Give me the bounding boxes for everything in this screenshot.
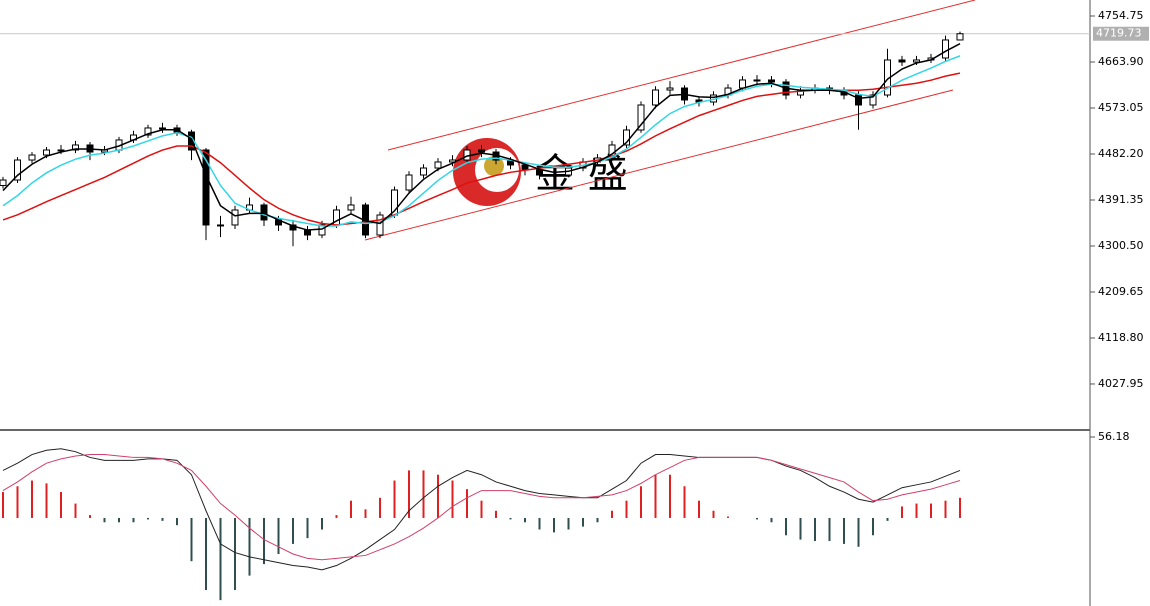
candle-body [623,129,630,146]
candle-body [231,209,239,226]
candle-body [376,214,384,236]
last-price-box [1093,26,1149,41]
y-tick-label: 4300.50 [1098,239,1144,252]
candle-body [43,149,50,156]
candle-body [347,204,355,211]
candle-body [318,224,326,236]
candle-body [855,94,862,106]
macd-panel: 56.18 [2,430,1130,601]
moving-average [2,43,961,231]
candle-body [913,59,920,63]
candle-body [637,104,645,131]
candle-body [666,87,674,91]
candle-body [57,149,65,152]
y-tick-label: 4391.35 [1098,193,1144,206]
y-tick-label: 4754.75 [1098,9,1144,22]
candle-body [434,161,442,169]
candle-body [0,179,7,186]
candle-body [420,167,427,176]
candle-body [260,204,268,221]
channel-lower [364,89,954,241]
candle-body [869,94,877,106]
candle-body [405,174,413,191]
logo-coin [484,156,504,176]
macd-line [2,454,961,561]
y-tick-label: 4482.20 [1098,147,1144,160]
candle-body [478,149,485,153]
y-tick-label: 4118.80 [1098,331,1144,344]
candle-body [159,127,166,130]
channel-upper [387,0,976,151]
candle-body [652,89,659,106]
candle-body [14,159,21,181]
y-tick-label: 4027.95 [1098,377,1144,390]
main-panel: 4754.75 4663.90 4573.05 4482.20 4391.35 4300.… [0,9,1149,390]
candle-body [550,174,558,177]
candle-body [956,33,964,41]
last-price-label: 4719.73 [1096,27,1142,40]
candle-body [217,224,224,227]
y-tick-label: 56.18 [1098,430,1130,443]
candle-body [739,79,746,89]
candle-body [72,144,79,151]
candle-body [753,79,761,82]
candle-body [768,79,775,83]
candle-body [144,127,152,136]
y-tick-label: 4573.05 [1098,101,1144,114]
candle-body [536,169,543,176]
candle-body [942,39,949,59]
y-tick-label: 4209.65 [1098,285,1144,298]
moving-average [2,72,961,226]
candle-body [28,154,36,161]
candle-body [202,149,210,226]
y-tick-label: 4663.90 [1098,55,1144,68]
moving-average [2,55,961,227]
candle-body [898,59,906,63]
